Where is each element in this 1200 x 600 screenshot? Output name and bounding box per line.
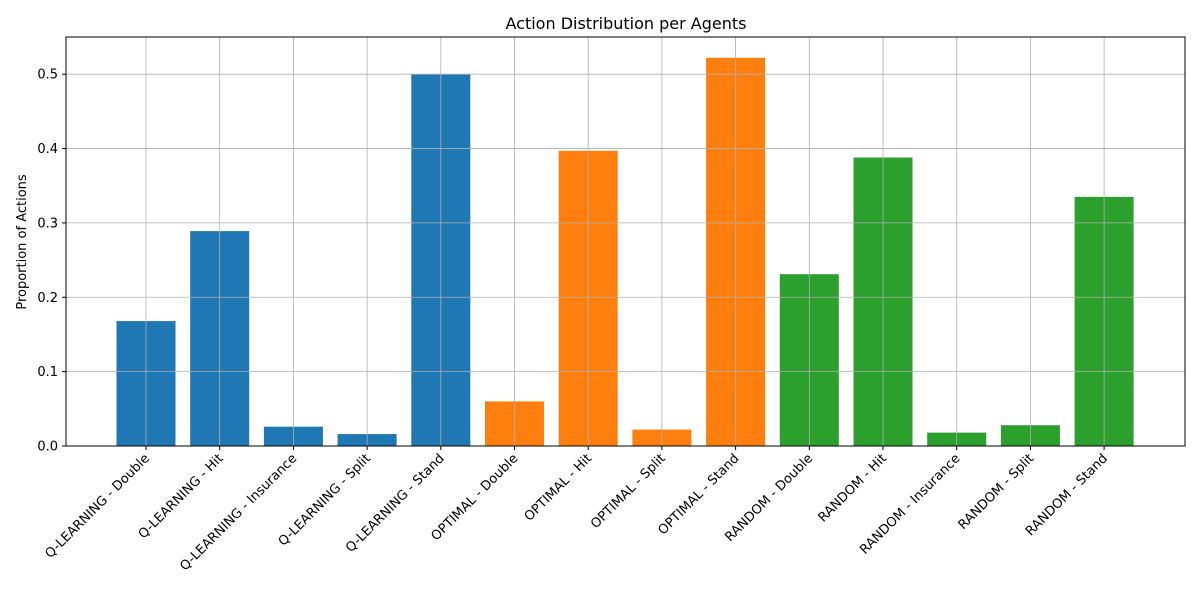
x-tick-label: OPTIMAL - Split: [588, 451, 669, 532]
x-tick-label: Q-LEARNING - Insurance: [177, 451, 300, 574]
axes-border: [65, 36, 1186, 447]
x-tick-label: Q-LEARNING - Double: [42, 451, 152, 561]
y-tick-label: 0.4: [37, 142, 58, 157]
x-tick-label: OPTIMAL - Stand: [655, 451, 742, 538]
x-tick-label: RANDOM - Stand: [1023, 451, 1111, 539]
y-tick-label: 0.2: [37, 291, 58, 306]
y-tick-label: 0.3: [37, 216, 58, 231]
x-tick-label: RANDOM - Split: [956, 451, 1038, 533]
x-tick-label: RANDOM - Hit: [816, 451, 890, 525]
bars: [66, 37, 1185, 447]
y-axis-title: Proportion of Actions: [15, 174, 30, 310]
y-tick-label: 0.0: [37, 440, 58, 455]
chart-title: Action Distribution per Agents: [506, 14, 747, 33]
y-tick-label: 0.5: [37, 68, 58, 83]
x-tick-label: OPTIMAL - Hit: [522, 451, 595, 524]
y-tick-label: 0.1: [37, 365, 58, 380]
axes-frame: [65, 36, 1186, 447]
y-axis-ticks: 0.0 0.1 0.2 0.3 0.4 0.5: [37, 68, 66, 455]
